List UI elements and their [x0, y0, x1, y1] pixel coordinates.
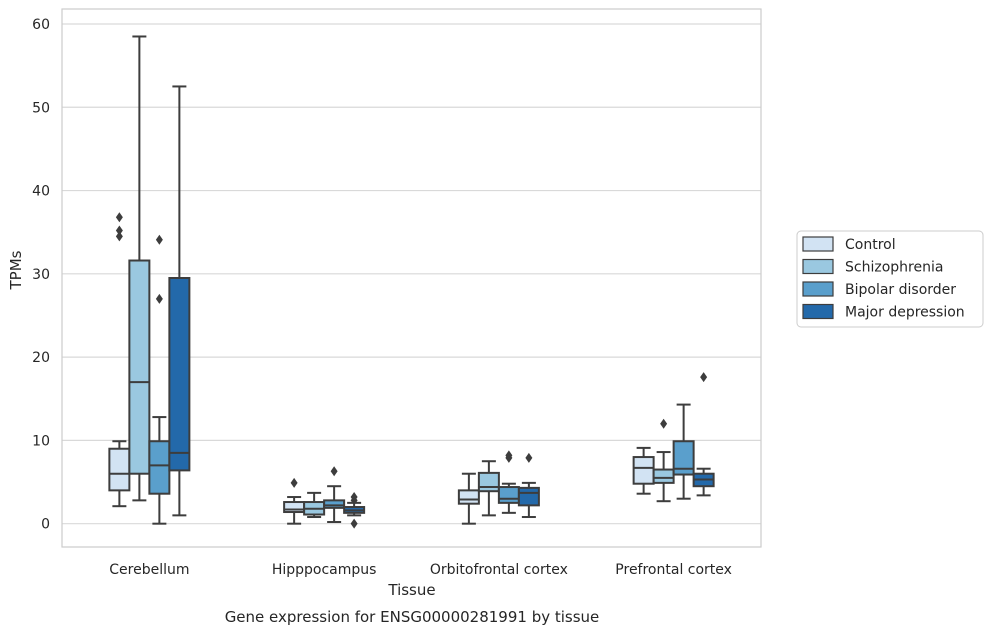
legend-label: Major depression [845, 305, 965, 321]
legend: Control Schizophrenia Bipolar disorder Majo… [796, 230, 984, 328]
x-tick-label: Prefrontal cortex [615, 562, 732, 578]
box-body [457, 489, 480, 505]
box [303, 491, 326, 519]
x-tick-labels: Cerebellum Hipppocampus Orbitofrontal cort… [109, 562, 732, 578]
box [517, 452, 540, 519]
outlier-point [505, 450, 513, 461]
box-body [168, 277, 191, 472]
box-body [108, 447, 131, 492]
box-body [128, 259, 151, 475]
legend-label: Control [845, 237, 896, 253]
legend-label: Bipolar disorder [845, 282, 956, 298]
box-body [517, 486, 540, 507]
box-body [632, 456, 655, 485]
y-tick-label: 50 [32, 100, 50, 116]
box-body [497, 486, 520, 504]
box [477, 460, 500, 517]
outlier-point [700, 372, 708, 383]
box-body [672, 440, 695, 476]
box [672, 403, 695, 500]
box [343, 492, 366, 529]
outlier-point [290, 477, 298, 488]
box [457, 472, 480, 525]
box [283, 477, 306, 525]
box-body [148, 440, 171, 495]
outlier-point [115, 231, 123, 242]
y-tick-label: 30 [32, 267, 50, 283]
box [692, 372, 715, 497]
x-tick-label: Orbitofrontal cortex [430, 562, 568, 578]
outlier-point [330, 466, 338, 477]
outlier-point [115, 225, 123, 236]
outlier-point [115, 212, 123, 223]
y-axis-label: TPMs [7, 250, 25, 290]
legend-swatch [802, 258, 834, 275]
y-tick-label: 60 [32, 17, 50, 33]
legend-swatch [802, 236, 834, 252]
y-tick-label: 0 [41, 517, 50, 533]
outlier-point [155, 234, 163, 245]
outlier-point [350, 492, 358, 503]
series-bipolar-disorder [148, 234, 695, 525]
box-body [652, 468, 675, 484]
legend-label: Schizophrenia [845, 260, 943, 276]
outlier-point [660, 418, 668, 429]
box-series [108, 35, 715, 529]
legend-swatch [802, 281, 834, 297]
box [148, 234, 171, 525]
box-body [477, 471, 500, 493]
x-tick-label: Cerebellum [109, 562, 189, 578]
outlier-point [155, 293, 163, 304]
box [168, 85, 191, 517]
box-body [323, 499, 346, 509]
y-tick-label: 20 [32, 350, 50, 366]
x-tick-label: Hipppocampus [272, 562, 377, 578]
y-tick-label: 40 [32, 184, 50, 200]
series-major-depression [168, 85, 715, 529]
y-tick-label: 10 [32, 433, 50, 449]
y-tick-labels: 0 10 20 30 40 50 60 [32, 17, 50, 533]
plot-frame [61, 8, 762, 548]
x-axis-label: Tissue [387, 581, 435, 599]
box [652, 418, 675, 503]
box [128, 35, 151, 502]
legend-swatch [802, 303, 834, 320]
series-schizophrenia [128, 35, 675, 519]
legend-frame [796, 230, 984, 328]
chart-caption: Gene expression for ENSG00000281991 by t… [225, 608, 600, 626]
box [323, 466, 346, 524]
outlier-point [350, 518, 358, 529]
outlier-point [525, 452, 533, 463]
